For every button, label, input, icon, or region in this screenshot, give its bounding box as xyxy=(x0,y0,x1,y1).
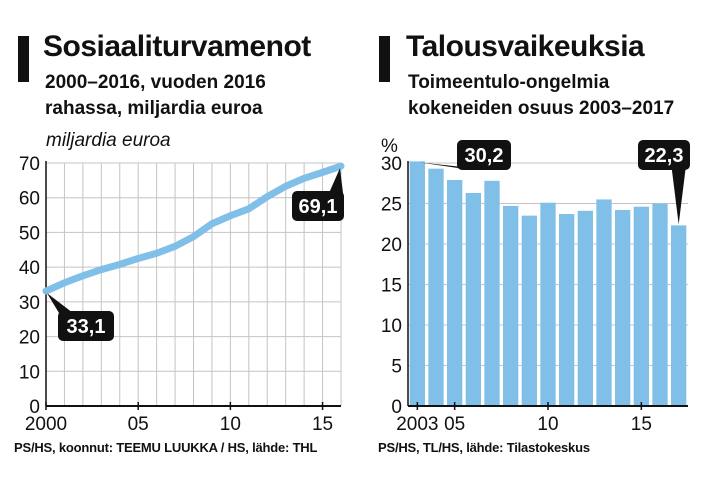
data-point xyxy=(82,275,84,277)
y-tick-label: 20 xyxy=(19,328,40,349)
chart-subtitle: Toimeentulo-ongelmia kokeneiden osuus 20… xyxy=(408,72,675,119)
bar xyxy=(615,209,631,406)
chart-title: Talousvaikeuksia xyxy=(406,30,645,63)
callout-box xyxy=(58,311,114,341)
callout-box xyxy=(638,140,690,170)
bar xyxy=(540,202,556,406)
panel-social-expenditure: Sosiaaliturvamenot 2000–2016, vuoden 201… xyxy=(14,30,318,455)
data-point xyxy=(193,236,194,238)
y-tick-label: 10 xyxy=(381,316,402,337)
callout-box xyxy=(292,191,344,221)
data-point xyxy=(266,196,268,198)
bar xyxy=(447,180,463,406)
x-tick-label: 2003 xyxy=(396,414,438,435)
data-point xyxy=(322,171,324,173)
data-point xyxy=(174,245,176,247)
x-tick-label: 05 xyxy=(128,414,149,435)
y-tick-label: 30 xyxy=(19,293,40,314)
y-tick-label: 0 xyxy=(29,397,40,418)
y-tick-label: 70 xyxy=(19,154,40,175)
chart-subtitle: 2000–2016, vuoden 2016 rahassa, miljardi… xyxy=(45,72,266,119)
bar xyxy=(503,205,519,406)
y-tick-label: 40 xyxy=(19,258,40,279)
bar xyxy=(409,161,425,406)
x-tick-label: 2000 xyxy=(25,414,67,435)
title-marker xyxy=(379,36,390,82)
title-marker xyxy=(18,36,29,82)
y-tick-label: 30 xyxy=(381,154,402,175)
data-point xyxy=(285,185,287,187)
callout-label: 30,2 xyxy=(465,145,504,167)
callout-pointer xyxy=(671,168,686,225)
callout-pointer xyxy=(329,168,343,193)
bar xyxy=(521,215,537,406)
data-point xyxy=(100,269,102,271)
data-point xyxy=(211,223,213,225)
x-tick-label: 15 xyxy=(312,414,333,435)
bar xyxy=(465,192,481,406)
y-tick-label: 15 xyxy=(381,276,402,297)
callout-box xyxy=(457,140,511,170)
source-note: PS/HS, TL/HS, lähde: Tilastokeskus xyxy=(378,440,590,455)
callout-first-value: 30,2 xyxy=(419,140,511,170)
callout-label: 69,1 xyxy=(299,196,338,218)
x-tick-label: 10 xyxy=(537,414,558,435)
source-note: PS/HS, koonnut: TEEMU LUUKKA / HS, lähde… xyxy=(14,440,318,455)
callout-label: 33,1 xyxy=(67,316,106,338)
callout-start-value: 33,1 xyxy=(47,293,114,341)
x-tick-label: 15 xyxy=(631,414,652,435)
callout-pointer xyxy=(47,293,73,313)
callout-end-value: 69,1 xyxy=(292,168,344,221)
data-point xyxy=(248,208,250,210)
y-tick-label: 5 xyxy=(391,357,402,378)
bar xyxy=(671,225,687,406)
bar xyxy=(596,199,612,406)
y-tick-label: 0 xyxy=(391,397,402,418)
bar xyxy=(559,214,575,406)
data-point xyxy=(156,252,158,254)
data-point xyxy=(303,177,305,179)
chart-title: Sosiaaliturvamenot xyxy=(43,30,311,63)
data-point xyxy=(63,282,65,284)
data-point xyxy=(229,215,231,217)
data-point xyxy=(119,263,121,265)
x-tick-label: 05 xyxy=(444,414,465,435)
callout-pointer xyxy=(419,162,472,168)
bar xyxy=(652,203,668,406)
data-point xyxy=(340,165,342,167)
panel-financial-difficulties: Talousvaikeuksia Toimeentulo-ongelmia ko… xyxy=(358,0,716,498)
y-tick-label: 20 xyxy=(381,235,402,256)
data-point xyxy=(137,257,139,259)
y-unit-label: % xyxy=(381,136,398,157)
bar xyxy=(577,210,593,406)
y-unit-label: miljardia euroa xyxy=(46,130,171,151)
callout-last-value: 22,3 xyxy=(638,140,690,225)
y-tick-label: 25 xyxy=(381,195,402,216)
y-tick-label: 10 xyxy=(19,362,40,383)
y-tick-label: 50 xyxy=(19,223,40,244)
callout-label: 22,3 xyxy=(645,145,684,167)
bar xyxy=(484,180,500,406)
x-tick-label: 10 xyxy=(220,414,241,435)
data-point xyxy=(45,290,47,292)
bar xyxy=(633,206,649,406)
y-tick-label: 60 xyxy=(19,189,40,210)
bar xyxy=(428,168,444,406)
